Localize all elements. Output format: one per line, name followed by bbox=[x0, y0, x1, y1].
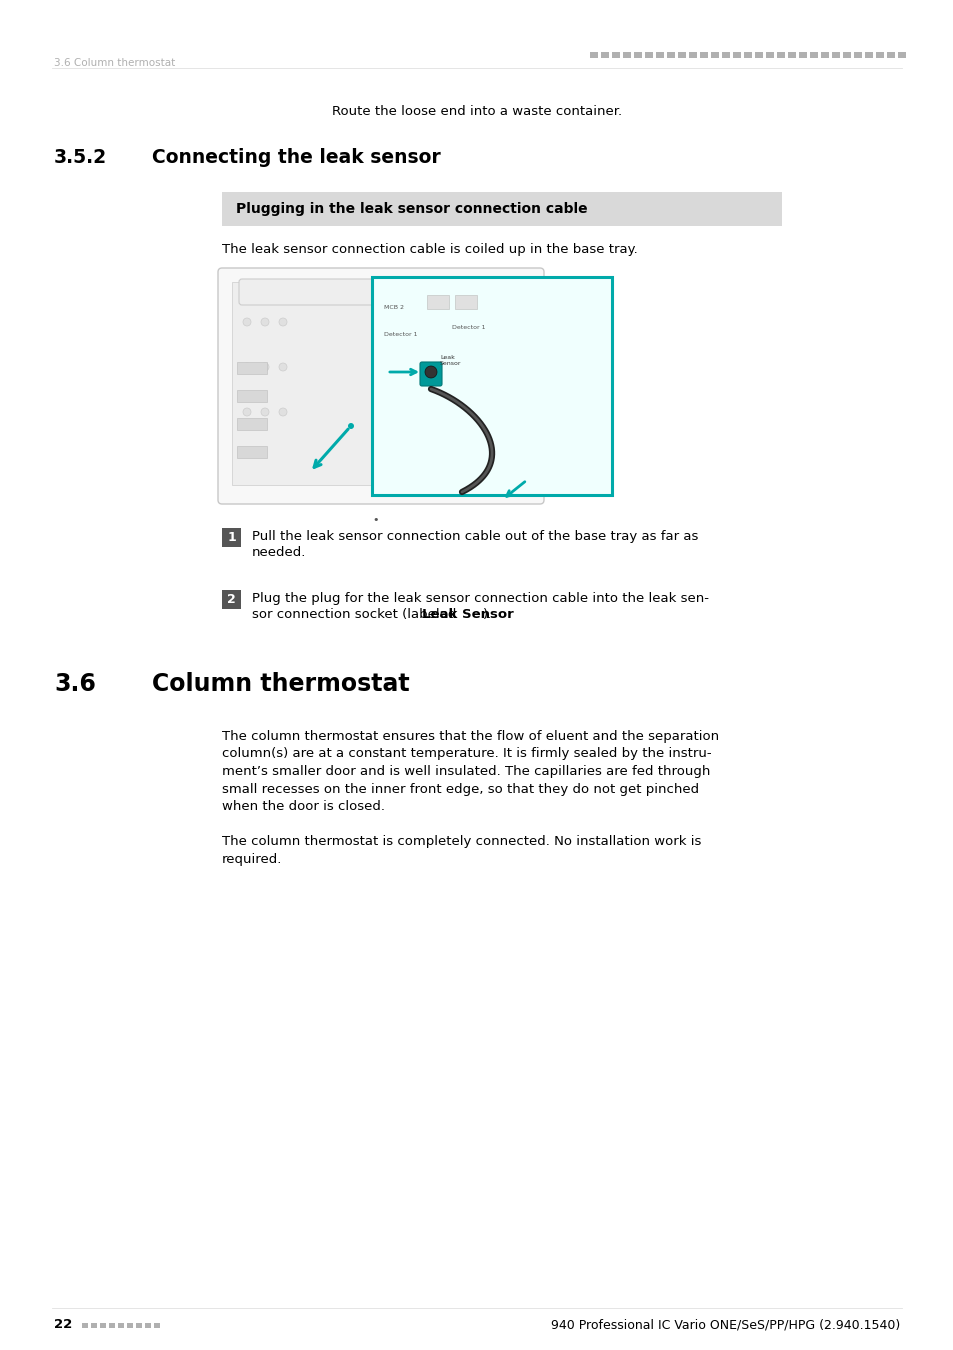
Text: 3.6 Column thermostat: 3.6 Column thermostat bbox=[54, 58, 175, 68]
Text: sor connection socket (labeled: sor connection socket (labeled bbox=[252, 608, 460, 621]
Bar bbox=[612, 53, 619, 58]
Bar bbox=[875, 53, 883, 58]
Text: ment’s smaller door and is well insulated. The capillaries are fed through: ment’s smaller door and is well insulate… bbox=[222, 765, 710, 778]
Bar bbox=[91, 1323, 97, 1328]
FancyBboxPatch shape bbox=[419, 362, 441, 386]
Bar bbox=[644, 53, 652, 58]
Bar bbox=[222, 528, 241, 547]
Text: column(s) are at a constant temperature. It is firmly sealed by the instru-: column(s) are at a constant temperature.… bbox=[222, 748, 711, 760]
Circle shape bbox=[243, 408, 251, 416]
Text: Plugging in the leak sensor connection cable: Plugging in the leak sensor connection c… bbox=[235, 202, 587, 216]
Text: 1: 1 bbox=[227, 531, 235, 544]
Circle shape bbox=[348, 423, 354, 429]
Circle shape bbox=[261, 319, 269, 325]
Bar bbox=[634, 53, 641, 58]
Bar bbox=[831, 53, 840, 58]
Circle shape bbox=[278, 319, 287, 325]
Text: Detector 1: Detector 1 bbox=[452, 325, 485, 329]
Bar bbox=[589, 53, 598, 58]
Bar bbox=[842, 53, 850, 58]
Bar bbox=[897, 53, 905, 58]
Circle shape bbox=[261, 408, 269, 416]
Text: needed.: needed. bbox=[252, 545, 306, 559]
Bar bbox=[864, 53, 872, 58]
Circle shape bbox=[278, 408, 287, 416]
Text: ).: ). bbox=[482, 608, 492, 621]
Bar bbox=[455, 296, 476, 309]
Text: Route the loose end into a waste container.: Route the loose end into a waste contain… bbox=[332, 105, 621, 117]
Bar bbox=[127, 1323, 132, 1328]
Text: Column thermostat: Column thermostat bbox=[152, 672, 409, 697]
Text: 2: 2 bbox=[227, 593, 235, 606]
Bar bbox=[700, 53, 707, 58]
Bar bbox=[821, 53, 828, 58]
Bar bbox=[236, 446, 267, 458]
Text: •: • bbox=[373, 514, 379, 525]
Bar bbox=[236, 390, 267, 402]
Bar bbox=[754, 53, 762, 58]
Bar bbox=[100, 1323, 106, 1328]
Text: 940 Professional IC Vario ONE/SeS/PP/HPG (2.940.1540): 940 Professional IC Vario ONE/SeS/PP/HPG… bbox=[550, 1318, 899, 1331]
Bar bbox=[886, 53, 894, 58]
Text: The column thermostat is completely connected. No installation work is: The column thermostat is completely conn… bbox=[222, 836, 700, 849]
Bar bbox=[236, 418, 267, 431]
Bar bbox=[109, 1323, 115, 1328]
Bar bbox=[600, 53, 608, 58]
Text: The column thermostat ensures that the flow of eluent and the separation: The column thermostat ensures that the f… bbox=[222, 730, 719, 742]
Bar bbox=[222, 590, 241, 609]
Circle shape bbox=[424, 366, 436, 378]
Bar bbox=[678, 53, 685, 58]
FancyBboxPatch shape bbox=[239, 279, 522, 305]
Bar bbox=[118, 1323, 124, 1328]
Text: required.: required. bbox=[222, 853, 282, 865]
Bar bbox=[787, 53, 795, 58]
Bar bbox=[666, 53, 675, 58]
Bar bbox=[236, 362, 267, 374]
Bar bbox=[710, 53, 719, 58]
Text: small recesses on the inner front edge, so that they do not get pinched: small recesses on the inner front edge, … bbox=[222, 783, 699, 795]
Text: Leak
Sensor: Leak Sensor bbox=[439, 355, 461, 366]
Text: The leak sensor connection cable is coiled up in the base tray.: The leak sensor connection cable is coil… bbox=[222, 243, 638, 256]
Text: Detector 1: Detector 1 bbox=[384, 332, 417, 338]
Circle shape bbox=[261, 363, 269, 371]
Text: 3.6: 3.6 bbox=[54, 672, 95, 697]
Bar bbox=[799, 53, 806, 58]
Text: Pull the leak sensor connection cable out of the base tray as far as: Pull the leak sensor connection cable ou… bbox=[252, 531, 698, 543]
Text: when the door is closed.: when the door is closed. bbox=[222, 801, 385, 813]
Text: 22: 22 bbox=[54, 1318, 72, 1331]
Bar bbox=[372, 277, 612, 495]
Bar bbox=[853, 53, 862, 58]
Bar bbox=[656, 53, 663, 58]
Bar bbox=[232, 282, 387, 485]
Circle shape bbox=[243, 319, 251, 325]
Bar bbox=[743, 53, 751, 58]
Bar bbox=[721, 53, 729, 58]
Circle shape bbox=[278, 363, 287, 371]
Bar bbox=[145, 1323, 151, 1328]
Text: Plug the plug for the leak sensor connection cable into the leak sen-: Plug the plug for the leak sensor connec… bbox=[252, 593, 708, 605]
Bar bbox=[688, 53, 697, 58]
Bar bbox=[732, 53, 740, 58]
Text: Leak Sensor: Leak Sensor bbox=[422, 608, 514, 621]
Bar bbox=[622, 53, 630, 58]
Text: MCB 2: MCB 2 bbox=[384, 305, 403, 310]
Bar bbox=[776, 53, 784, 58]
Text: Connecting the leak sensor: Connecting the leak sensor bbox=[152, 148, 440, 167]
Circle shape bbox=[243, 363, 251, 371]
Bar bbox=[82, 1323, 88, 1328]
Bar bbox=[809, 53, 817, 58]
Bar bbox=[136, 1323, 142, 1328]
Bar bbox=[222, 192, 781, 225]
Bar bbox=[765, 53, 773, 58]
Text: 3.5.2: 3.5.2 bbox=[54, 148, 107, 167]
FancyBboxPatch shape bbox=[218, 269, 543, 504]
Bar bbox=[427, 296, 449, 309]
Bar bbox=[153, 1323, 160, 1328]
